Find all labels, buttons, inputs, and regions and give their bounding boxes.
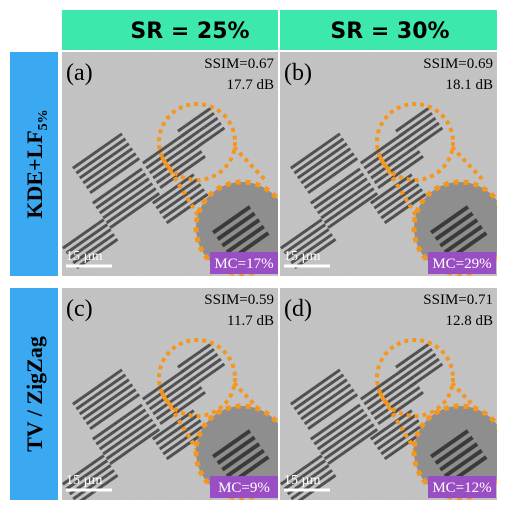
panel-label: (c) [66,296,93,322]
column-header: SR = 30% [330,19,449,44]
column-header: SR = 25% [130,19,249,44]
mc: MC=17% [214,256,273,272]
panel: (c) SSIM=0.59 11.7 dB 15 µm MC=9% [62,288,288,505]
mc: MC=9% [218,480,270,496]
panel: (a) SSIM=0.67 17.7 dB 15 µm MC=17% [62,52,288,276]
psnr: 11.7 dB [227,313,274,329]
scale-label: 15 µm [284,473,321,488]
ssim: SSIM=0.67 [204,56,274,72]
ssim: SSIM=0.69 [423,56,493,72]
ssim: SSIM=0.59 [204,292,274,308]
panel-label: (a) [66,60,93,86]
scale-label: 15 µm [284,249,321,264]
mc: MC=29% [432,256,491,272]
mc: MC=12% [432,480,491,496]
psnr: 12.8 dB [445,313,493,329]
scale-label: 15 µm [66,473,103,488]
scale-label: 15 µm [66,249,103,264]
row-header: TV / ZigZag [22,336,47,452]
panel-label: (b) [284,60,312,86]
psnr: 18.1 dB [445,77,493,93]
figure: SR = 25% SR = 30% KDE+LF5% TV / ZigZag (… [0,0,514,524]
panel-label: (d) [284,296,312,322]
panels: (a) SSIM=0.67 17.7 dB 15 µm MC=17% (b) SSIM=0.… [62,52,506,505]
panel: (d) SSIM=0.71 12.8 dB 15 µm MC=12% [280,288,506,505]
ssim: SSIM=0.71 [423,292,493,308]
psnr: 17.7 dB [226,77,274,93]
panel: (b) SSIM=0.69 18.1 dB 15 µm MC=29% [280,52,506,276]
